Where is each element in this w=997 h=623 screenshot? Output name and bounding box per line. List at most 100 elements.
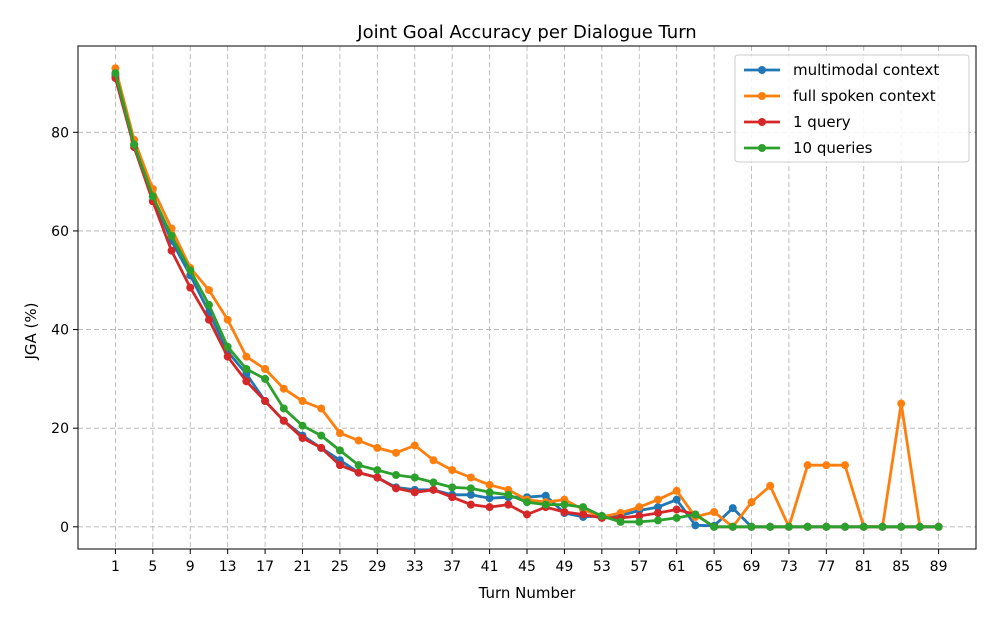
data-point — [635, 511, 644, 520]
x-tick-label: 13 — [219, 559, 237, 575]
data-point — [242, 365, 251, 374]
series-10-queries — [111, 69, 943, 531]
legend-item: 10 queries — [744, 139, 873, 157]
data-point — [148, 192, 157, 201]
x-tick-label: 1 — [111, 559, 120, 575]
data-point — [859, 522, 868, 531]
data-point — [335, 429, 344, 438]
x-tick-label: 53 — [593, 559, 611, 575]
x-tick-label: 5 — [148, 559, 157, 575]
legend-marker — [758, 92, 766, 100]
data-point — [672, 513, 681, 522]
data-point — [728, 522, 737, 531]
data-point — [261, 365, 270, 374]
data-point — [653, 509, 662, 518]
data-point — [317, 431, 326, 440]
data-point — [204, 300, 213, 309]
data-point — [653, 516, 662, 525]
data-point — [429, 456, 438, 465]
y-tick-label: 0 — [60, 520, 69, 536]
data-point — [579, 510, 588, 519]
data-point — [766, 522, 775, 531]
data-point — [130, 140, 139, 149]
data-point — [784, 522, 793, 531]
data-point — [335, 461, 344, 470]
data-point — [915, 522, 924, 531]
data-point — [223, 342, 232, 351]
data-point — [878, 522, 887, 531]
data-point — [354, 468, 363, 477]
data-point — [373, 443, 382, 452]
x-tick-label: 41 — [481, 559, 499, 575]
data-point — [410, 488, 419, 497]
data-point — [616, 517, 625, 526]
x-tick-label: 61 — [668, 559, 686, 575]
x-tick-label: 65 — [705, 559, 723, 575]
data-point — [710, 522, 719, 531]
data-point — [317, 443, 326, 452]
data-point — [672, 495, 681, 504]
y-axis-label: JGA (%) — [22, 302, 40, 360]
data-point — [242, 377, 251, 386]
x-axis-label: Turn Number — [478, 584, 577, 602]
data-point — [410, 441, 419, 450]
data-point — [897, 522, 906, 531]
legend-marker — [758, 66, 766, 74]
data-point — [223, 315, 232, 324]
data-point — [317, 404, 326, 413]
x-tick-label: 49 — [556, 559, 574, 575]
x-tick-label: 33 — [406, 559, 424, 575]
data-point — [523, 498, 531, 507]
data-point — [710, 508, 719, 517]
data-point — [373, 466, 382, 475]
data-point — [523, 510, 531, 519]
x-tick-label: 37 — [443, 559, 461, 575]
data-point — [242, 352, 251, 361]
legend: multimodal context full spoken context 1 q… — [734, 54, 970, 163]
data-point — [111, 69, 120, 78]
series-layer — [111, 64, 943, 531]
legend-label: 1 query — [793, 113, 851, 131]
legend-item: full spoken context — [744, 87, 936, 105]
x-tick-label: 89 — [930, 559, 948, 575]
data-point — [204, 315, 213, 324]
data-point — [392, 448, 401, 457]
data-point — [747, 522, 756, 531]
legend-item: 1 query — [744, 113, 851, 131]
data-point — [541, 491, 550, 500]
data-point — [448, 466, 457, 475]
data-point — [691, 510, 700, 519]
data-point — [504, 500, 513, 509]
data-point — [934, 522, 943, 531]
legend-label: 10 queries — [793, 139, 873, 157]
data-point — [279, 416, 288, 425]
data-point — [672, 486, 681, 495]
data-point — [392, 484, 401, 493]
data-point — [448, 493, 457, 502]
data-point — [653, 503, 662, 512]
data-point — [803, 522, 812, 531]
data-point — [579, 503, 588, 512]
data-point — [597, 511, 606, 520]
data-point — [167, 246, 176, 255]
legend-box — [734, 54, 970, 163]
data-point — [841, 461, 850, 470]
data-point — [485, 503, 494, 512]
data-point — [167, 231, 176, 240]
x-tick-label: 21 — [294, 559, 312, 575]
legend-marker — [758, 144, 766, 152]
data-point — [354, 436, 363, 445]
data-point — [466, 490, 475, 499]
data-point — [841, 522, 850, 531]
x-tick-label: 73 — [780, 559, 798, 575]
y-tick-label: 60 — [51, 224, 69, 240]
data-point — [728, 504, 737, 513]
data-point — [335, 446, 344, 455]
data-point — [672, 505, 681, 514]
data-point — [803, 461, 812, 470]
data-point — [560, 508, 569, 517]
data-point — [822, 461, 831, 470]
x-tick-label: 77 — [817, 559, 835, 575]
data-point — [279, 404, 288, 413]
